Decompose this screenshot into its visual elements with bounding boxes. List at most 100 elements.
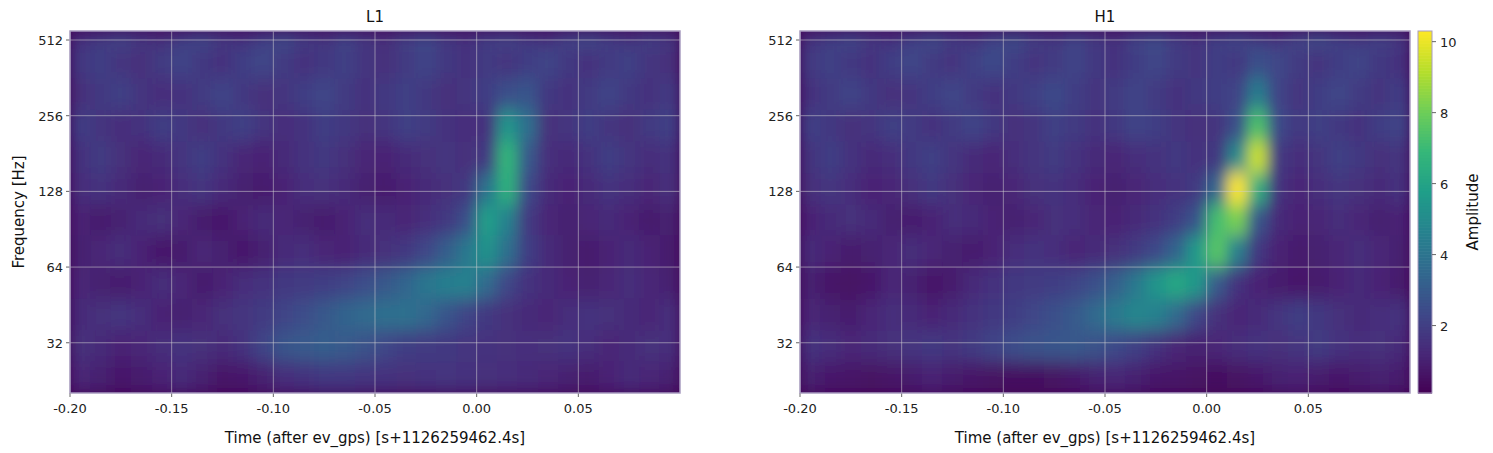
cell bbox=[273, 141, 294, 173]
cell bbox=[1207, 298, 1228, 330]
cell bbox=[1024, 173, 1045, 205]
cell bbox=[841, 46, 862, 78]
cell bbox=[800, 173, 821, 205]
cell bbox=[90, 267, 111, 299]
cell bbox=[90, 361, 111, 393]
cell bbox=[820, 78, 841, 110]
cell bbox=[902, 235, 923, 268]
panel: -0.20-0.15-0.10-0.050.000.05326412825651… bbox=[10, 8, 681, 448]
cell bbox=[963, 361, 984, 393]
cell bbox=[212, 46, 233, 78]
cell bbox=[90, 109, 111, 141]
cell bbox=[1349, 109, 1370, 141]
cell bbox=[111, 141, 132, 173]
cell bbox=[1044, 204, 1065, 235]
cell bbox=[820, 141, 841, 173]
colorbar-tick-label: 2 bbox=[1440, 319, 1448, 334]
grid-x bbox=[1206, 31, 1207, 393]
colorbar-label: Amplitude bbox=[1464, 174, 1482, 251]
cell bbox=[1085, 46, 1106, 78]
cell bbox=[111, 31, 132, 47]
cell bbox=[1003, 109, 1024, 141]
x-tick-label: -0.20 bbox=[53, 401, 87, 416]
cell bbox=[1207, 109, 1228, 141]
cell bbox=[497, 361, 518, 393]
cell bbox=[1186, 46, 1207, 78]
cell bbox=[334, 173, 355, 205]
cell bbox=[942, 173, 963, 205]
cell bbox=[1390, 46, 1410, 78]
cell bbox=[477, 235, 498, 268]
cell bbox=[922, 78, 943, 110]
cell bbox=[1146, 204, 1167, 235]
cell bbox=[273, 173, 294, 205]
cell bbox=[1329, 267, 1350, 299]
cell bbox=[558, 109, 579, 141]
cell bbox=[212, 361, 233, 393]
cell bbox=[416, 204, 437, 235]
cell bbox=[151, 330, 172, 362]
cell bbox=[1329, 173, 1350, 205]
cell bbox=[983, 204, 1004, 235]
cell bbox=[212, 141, 233, 173]
cell bbox=[1003, 141, 1024, 173]
cell bbox=[1085, 330, 1106, 362]
cell bbox=[334, 46, 355, 78]
cell bbox=[70, 109, 91, 141]
cell bbox=[619, 31, 640, 47]
cell bbox=[1064, 46, 1085, 78]
cell bbox=[1064, 173, 1085, 205]
cell bbox=[1146, 235, 1167, 268]
cell bbox=[355, 298, 376, 330]
cell bbox=[881, 173, 902, 205]
cell bbox=[619, 78, 640, 110]
cell bbox=[558, 235, 579, 268]
cell bbox=[1268, 204, 1289, 235]
cell bbox=[963, 141, 984, 173]
cell bbox=[1390, 204, 1410, 235]
cell bbox=[1064, 141, 1085, 173]
cell bbox=[416, 361, 437, 393]
cell bbox=[395, 46, 416, 78]
cell bbox=[1247, 330, 1268, 362]
cell bbox=[1186, 330, 1207, 362]
cell bbox=[963, 173, 984, 205]
cell bbox=[1268, 173, 1289, 205]
cell bbox=[70, 298, 91, 330]
cell bbox=[1369, 361, 1390, 393]
cell bbox=[922, 31, 943, 47]
cell bbox=[942, 298, 963, 330]
cell bbox=[375, 330, 396, 362]
cell bbox=[538, 267, 559, 299]
cell bbox=[841, 109, 862, 141]
cell bbox=[1268, 141, 1289, 173]
cell bbox=[70, 78, 91, 110]
cell bbox=[1268, 31, 1289, 47]
cell bbox=[151, 361, 172, 393]
colorbar-tick bbox=[1432, 41, 1436, 42]
cell bbox=[111, 173, 132, 205]
y-tick-label: 32 bbox=[46, 336, 63, 351]
figure: -0.20-0.15-0.10-0.050.000.05326412825651… bbox=[0, 0, 1493, 453]
cell bbox=[820, 31, 841, 47]
cell bbox=[375, 298, 396, 330]
frame bbox=[70, 31, 680, 393]
cell bbox=[902, 46, 923, 78]
cell bbox=[1247, 267, 1268, 299]
cell bbox=[1125, 361, 1146, 393]
cell bbox=[355, 173, 376, 205]
cell bbox=[1308, 31, 1329, 47]
cell bbox=[1247, 78, 1268, 110]
cell bbox=[578, 204, 599, 235]
x-tick-label: -0.05 bbox=[358, 401, 392, 416]
cell bbox=[151, 78, 172, 110]
cell bbox=[436, 330, 457, 362]
cell bbox=[983, 141, 1004, 173]
cell bbox=[639, 109, 660, 141]
cell bbox=[1390, 109, 1410, 141]
cell bbox=[983, 298, 1004, 330]
cell bbox=[800, 141, 821, 173]
cell bbox=[151, 173, 172, 205]
cell bbox=[131, 109, 152, 141]
grid-y bbox=[800, 40, 1410, 41]
